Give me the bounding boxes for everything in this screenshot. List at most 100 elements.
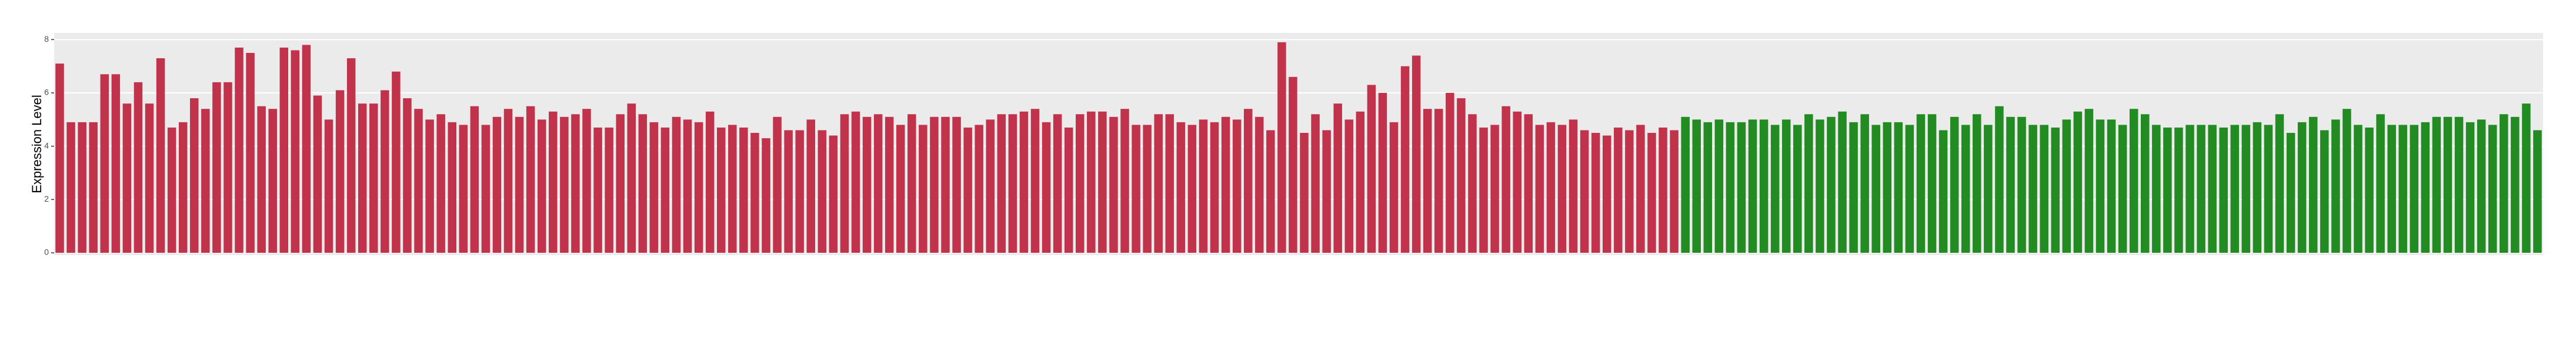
bar bbox=[246, 53, 255, 253]
bar bbox=[1300, 133, 1309, 253]
bar bbox=[381, 90, 389, 253]
bar bbox=[2174, 127, 2183, 253]
bar bbox=[1625, 130, 1634, 253]
bar bbox=[1703, 122, 1713, 253]
bar bbox=[167, 127, 176, 253]
bar bbox=[975, 125, 983, 253]
bar bbox=[1221, 116, 1230, 253]
bar bbox=[392, 71, 401, 253]
bar bbox=[425, 119, 434, 253]
bar bbox=[560, 116, 569, 253]
bar bbox=[2365, 127, 2374, 253]
bar bbox=[627, 103, 636, 253]
bar bbox=[2028, 125, 2037, 253]
bar bbox=[268, 109, 277, 253]
bar bbox=[582, 109, 591, 253]
bar bbox=[1647, 133, 1656, 253]
bar bbox=[1670, 130, 1679, 253]
bar bbox=[571, 114, 580, 253]
bar bbox=[2197, 125, 2205, 253]
bar bbox=[201, 109, 210, 253]
bar bbox=[2141, 114, 2150, 253]
bar bbox=[324, 119, 333, 253]
bar bbox=[750, 133, 759, 253]
bar bbox=[1356, 111, 1365, 253]
bar bbox=[616, 114, 625, 253]
bar bbox=[2465, 122, 2475, 253]
bar bbox=[190, 98, 199, 253]
bar bbox=[1524, 114, 1533, 253]
bar bbox=[2522, 103, 2531, 253]
bar bbox=[1557, 125, 1567, 253]
bar bbox=[605, 127, 613, 253]
bar bbox=[2118, 125, 2127, 253]
bar bbox=[1501, 106, 1510, 253]
bar bbox=[2051, 127, 2060, 253]
bar bbox=[1008, 114, 1017, 253]
bar bbox=[2477, 119, 2486, 253]
bar bbox=[1154, 114, 1163, 253]
bar bbox=[593, 127, 602, 253]
bar bbox=[930, 116, 939, 253]
bar bbox=[840, 114, 849, 253]
bar bbox=[1681, 116, 1690, 253]
bar bbox=[515, 116, 524, 253]
bar bbox=[257, 106, 266, 253]
bar bbox=[762, 138, 770, 253]
bar bbox=[503, 109, 513, 253]
bar bbox=[2253, 122, 2262, 253]
bar bbox=[1905, 125, 1914, 253]
bar bbox=[1165, 114, 1174, 253]
bar bbox=[1883, 122, 1892, 253]
bar bbox=[1927, 114, 1937, 253]
bar bbox=[2454, 116, 2464, 253]
bar bbox=[1961, 125, 1970, 253]
bar bbox=[1042, 122, 1051, 253]
bar bbox=[851, 111, 860, 253]
bar bbox=[1311, 114, 1320, 253]
bar bbox=[2331, 119, 2340, 253]
y-tick-label: 0 bbox=[44, 248, 49, 257]
bar bbox=[2185, 125, 2194, 253]
bar bbox=[795, 130, 804, 253]
bar bbox=[2275, 114, 2284, 253]
bar bbox=[1535, 125, 1544, 253]
bar bbox=[2062, 119, 2071, 253]
bar bbox=[335, 90, 345, 253]
bar bbox=[2286, 133, 2295, 253]
bar bbox=[2040, 125, 2048, 253]
bar bbox=[2017, 116, 2026, 253]
bar bbox=[1759, 119, 1769, 253]
bar bbox=[1804, 114, 1813, 253]
bar bbox=[1849, 122, 1858, 253]
bar bbox=[1132, 125, 1140, 253]
bar bbox=[1636, 125, 1645, 253]
bar bbox=[1277, 42, 1286, 253]
bar bbox=[1984, 125, 1993, 253]
bar bbox=[896, 125, 905, 253]
bar bbox=[78, 122, 86, 253]
bar bbox=[2219, 127, 2228, 253]
bar bbox=[100, 74, 109, 253]
bar bbox=[1569, 119, 1578, 253]
bar bbox=[1064, 127, 1073, 253]
bar bbox=[2152, 125, 2161, 253]
bar bbox=[784, 130, 793, 253]
bar bbox=[111, 74, 121, 253]
bar bbox=[672, 116, 681, 253]
plot-panel bbox=[54, 33, 2543, 255]
y-tick-label: 8 bbox=[44, 34, 49, 44]
y-tick-label: 2 bbox=[44, 194, 49, 203]
bar bbox=[1816, 119, 1824, 253]
y-axis-label: Expression Level bbox=[29, 95, 44, 193]
bar bbox=[1076, 114, 1085, 253]
bar bbox=[2006, 116, 2015, 253]
bar bbox=[806, 119, 816, 253]
bar bbox=[1692, 119, 1701, 253]
bar bbox=[145, 103, 154, 253]
bar bbox=[1098, 111, 1107, 253]
bar bbox=[873, 114, 883, 253]
bar bbox=[1938, 130, 1948, 253]
bar bbox=[55, 63, 64, 253]
